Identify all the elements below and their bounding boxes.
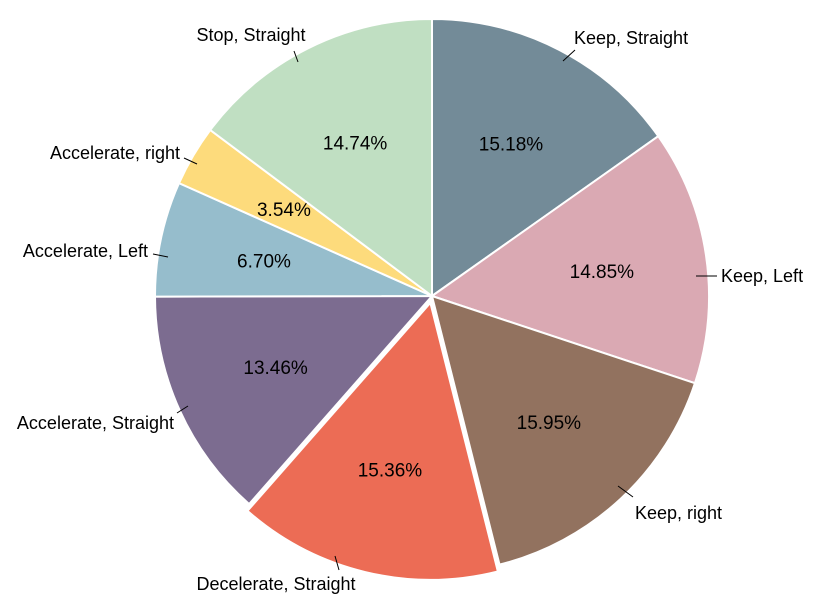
pie-category-label-accelerate-right: Accelerate, right	[50, 143, 180, 163]
pie-value-label-accelerate-right: 3.54%	[257, 200, 311, 221]
pie-slice-accelerate-straight	[153, 294, 435, 506]
pie-value-label-keep-right: 15.95%	[517, 413, 582, 434]
leader-line-decelerate-straight	[334, 555, 340, 571]
pie-slice-stop-straight	[208, 17, 433, 298]
pie-category-label-keep-right: Keep, right	[635, 503, 722, 523]
pie-category-label-keep-left: Keep, Left	[721, 266, 803, 286]
pie-value-label-keep-left: 14.85%	[570, 262, 635, 283]
pie-category-label-stop-straight: Stop, Straight	[196, 25, 305, 45]
leader-line-accelerate-straight	[176, 405, 189, 414]
leader-line-keep-straight	[562, 49, 576, 62]
pie-slice-decelerate-straight	[246, 300, 500, 581]
leader-line-accelerate-right	[183, 157, 198, 165]
pie-category-label-accelerate-straight: Accelerate, Straight	[17, 413, 174, 433]
pie-slice-keep-straight	[431, 17, 660, 298]
leader-line-keep-right	[617, 485, 634, 498]
leader-line-stop-straight	[293, 50, 299, 63]
pie-value-label-decelerate-straight: 15.36%	[358, 461, 423, 482]
pie-value-label-accelerate-left: 6.70%	[237, 251, 291, 272]
pie-value-label-stop-straight: 14.74%	[323, 133, 388, 154]
pie-slice-accelerate-left	[154, 181, 433, 298]
pie-value-label-keep-straight: 15.18%	[479, 135, 544, 156]
pie-slice-keep-right	[430, 294, 697, 566]
pie-category-label-keep-straight: Keep, Straight	[574, 28, 688, 48]
leader-line-accelerate-left	[152, 253, 169, 258]
pie-category-label-accelerate-left: Accelerate, Left	[23, 241, 148, 261]
pie-value-label-accelerate-straight: 13.46%	[243, 358, 308, 379]
pie-category-label-decelerate-straight: Decelerate, Straight	[196, 574, 355, 594]
pie-slice-keep-left	[429, 134, 710, 385]
